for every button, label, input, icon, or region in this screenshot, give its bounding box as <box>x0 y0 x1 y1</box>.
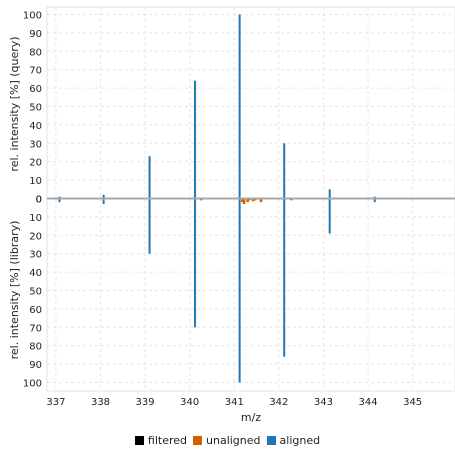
y-tick-label-library: 60 <box>29 305 42 316</box>
y-tick-label-query: 40 <box>29 121 42 132</box>
y-tick-label-library: 70 <box>29 323 42 334</box>
y-tick-label-query: 80 <box>29 47 42 58</box>
unaligned-library-peak <box>246 198 249 203</box>
aligned-library-peak <box>328 198 331 234</box>
y-tick-label-library: 50 <box>29 287 42 298</box>
y-tick-label-query: 100 <box>23 11 42 22</box>
spectrum-peaks <box>58 14 376 383</box>
y-tick-label-library: 80 <box>29 342 42 353</box>
y-tick-label-query: 20 <box>29 158 42 169</box>
y-tick-label-query: 0 <box>36 195 42 206</box>
aligned-query-peak <box>238 14 241 199</box>
y-tick-label-library: 10 <box>29 213 42 224</box>
x-tick-label: 344 <box>359 397 378 408</box>
legend-item-unaligned: unaligned <box>193 434 261 447</box>
y-tick-label-query: 10 <box>29 176 42 187</box>
aligned-library-peak <box>373 198 376 203</box>
y-tick-label-library: 0 <box>36 195 42 206</box>
y-tick-label-query: 90 <box>29 29 42 40</box>
aligned-library-peak <box>194 198 197 328</box>
y-axis-label-query: rel. intensity [%] (query) <box>8 36 21 171</box>
unaligned-library-peak <box>251 198 255 202</box>
x-tick-label: 345 <box>403 397 422 408</box>
legend-item-filtered: filtered <box>134 434 188 447</box>
unaligned-library-peak <box>241 198 244 203</box>
x-tick-label: 343 <box>314 397 333 408</box>
y-tick-label-query: 50 <box>29 103 42 114</box>
aligned-query-peak <box>328 189 331 199</box>
y-tick-label-query: 70 <box>29 66 42 77</box>
x-tick-label: 342 <box>269 397 288 408</box>
y-axis-label-library: rel. intensity [%] (library) <box>8 221 21 360</box>
aligned-library-peak <box>238 198 241 383</box>
legend-swatch <box>134 436 144 445</box>
y-tick-label-library: 30 <box>29 250 42 261</box>
x-tick-label: 341 <box>225 397 244 408</box>
y-axis-ticks: 0102030405060708090100010203040506070809… <box>23 11 42 390</box>
legend-item-aligned: aligned <box>266 434 321 447</box>
legend-label: filtered <box>147 434 188 447</box>
aligned-query-peak <box>283 143 286 199</box>
x-tick-label: 339 <box>136 397 155 408</box>
legend-label: aligned <box>279 434 321 447</box>
y-tick-label-library: 100 <box>23 379 42 390</box>
y-tick-label-library: 40 <box>29 268 42 279</box>
aligned-query-peak <box>148 156 151 199</box>
y-tick-label-library: 90 <box>29 360 42 371</box>
aligned-query-peak <box>194 80 197 199</box>
x-tick-label: 338 <box>91 397 110 408</box>
legend-swatch <box>193 436 203 445</box>
unaligned-library-peak <box>259 198 263 203</box>
aligned-library-peak <box>58 198 61 203</box>
x-axis-label: m/z <box>241 411 261 424</box>
aligned-library-peak <box>283 198 286 357</box>
aligned-library-peak <box>102 198 105 205</box>
y-tick-label-query: 60 <box>29 84 42 95</box>
unaligned-library-peak <box>242 198 246 205</box>
x-axis-ticks: 337 338 339 340 341 342 343 344 345 <box>46 397 422 408</box>
y-tick-label-query: 30 <box>29 139 42 150</box>
y-tick-label-library: 20 <box>29 231 42 242</box>
x-tick-label: 337 <box>46 397 65 408</box>
aligned-library-peak <box>148 198 151 254</box>
x-tick-label: 340 <box>180 397 199 408</box>
aligned-query-peak <box>102 194 105 199</box>
legend-label: unaligned <box>206 434 261 447</box>
legend-swatch <box>266 436 276 445</box>
chart-legend: filtered unaligned aligned <box>0 434 455 447</box>
